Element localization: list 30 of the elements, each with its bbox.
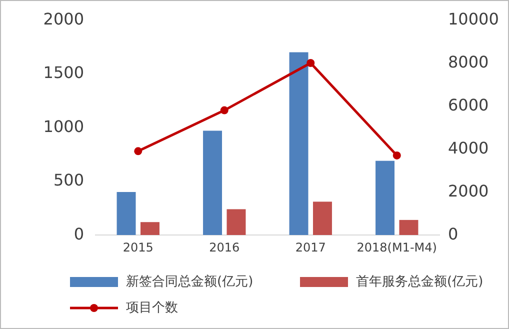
y-tick-label: 1500 [43, 63, 84, 82]
bar [140, 222, 160, 235]
y-tick-label: 0 [74, 224, 84, 244]
bar [203, 130, 222, 235]
y-tick-label: 2000 [43, 9, 84, 28]
point [392, 151, 401, 160]
point [220, 106, 228, 114]
y2-tick-label: 2000 [448, 181, 489, 200]
point [134, 147, 142, 156]
y-tick-label: 500 [53, 170, 84, 190]
legend-label: 项目个数 [126, 300, 178, 316]
y2-tick-label: 10000 [448, 9, 499, 28]
bar [399, 220, 418, 235]
bar [226, 209, 246, 235]
bar [289, 52, 308, 235]
legend-label: 新签合同总金额(亿元) [126, 274, 254, 290]
bar [312, 202, 332, 235]
legend-label: 首年服务总金额(亿元) [356, 274, 484, 290]
y-tick-label: 1000 [43, 116, 84, 136]
bar [376, 160, 395, 235]
x-tick-label: 2016 [209, 240, 240, 254]
y2-tick-label: 8000 [448, 52, 489, 72]
point [306, 59, 315, 67]
x-tick-label: 2017 [295, 240, 326, 254]
x-tick-label: 2015 [122, 240, 154, 254]
y2-tick-label: 4000 [448, 138, 489, 158]
y2-tick-label: 0 [448, 224, 458, 244]
y2-tick-label: 6000 [448, 95, 489, 114]
bar [116, 192, 136, 235]
x-tick-label: 2018(M1-M4) [356, 240, 437, 254]
